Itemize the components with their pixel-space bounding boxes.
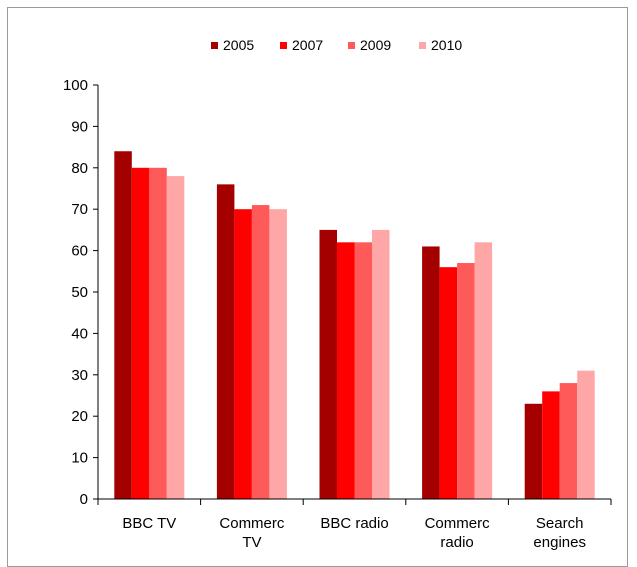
y-tick-label: 90: [71, 118, 88, 135]
legend-swatch: [211, 42, 218, 49]
legend-swatch: [348, 42, 355, 49]
bars: [114, 151, 595, 500]
bar-2007-3: [439, 267, 458, 499]
x-tick-label: BBC TV: [122, 515, 176, 532]
bar-2009-2: [354, 242, 372, 499]
bar-2009-3: [457, 263, 475, 499]
chart-frame: [7, 7, 628, 567]
bar-2005-2: [319, 229, 337, 499]
legend-label: 2005: [223, 37, 254, 53]
legend-swatch: [280, 42, 287, 49]
x-tick-label: BBC radio: [320, 515, 388, 532]
legend: 2005 2007 2009 2010: [211, 37, 462, 53]
y-tick-label: 40: [71, 325, 88, 342]
bar-2007-0: [131, 167, 150, 500]
x-tick-label: TV: [242, 534, 261, 551]
y-tick-label: 20: [71, 408, 88, 425]
y-tick-label: 30: [71, 367, 88, 384]
bar-2005-1: [216, 184, 235, 500]
x-tick-label: Search: [536, 515, 584, 532]
x-tick-label: radio: [440, 534, 473, 551]
y-tick-label: 50: [71, 284, 88, 301]
y-axis: 0 10 20 30 40 50 60 70 80 90 100: [63, 77, 99, 508]
y-tick-label: 0: [80, 491, 88, 508]
bar-2010-1: [269, 209, 287, 499]
bar-2009-1: [251, 205, 270, 499]
legend-label: 2007: [292, 37, 323, 53]
y-tick-label: 80: [71, 160, 88, 177]
x-tick-label: Commerc: [219, 515, 285, 532]
bar-2010-3: [474, 242, 493, 499]
bar-2009-0: [149, 167, 167, 500]
y-tick-label: 100: [63, 77, 88, 94]
y-tick-label: 70: [71, 201, 88, 218]
bar-2010-4: [577, 370, 595, 499]
legend-label: 2009: [360, 37, 391, 53]
y-tick-label: 60: [71, 243, 88, 260]
bar-2007-1: [234, 209, 252, 499]
y-tick-label: 10: [71, 450, 88, 467]
x-tick-label: engines: [533, 534, 586, 551]
legend-label: 2010: [431, 37, 462, 53]
x-axis: BBC TV Commerc TV BBC radio Commerc radio Sear…: [97, 498, 612, 551]
bar-2005-0: [114, 151, 132, 500]
bar-2007-2: [337, 242, 355, 499]
bar-2009-4: [559, 383, 578, 499]
bar-2010-0: [166, 176, 185, 499]
legend-swatch: [419, 42, 426, 49]
bar-2005-3: [422, 246, 440, 499]
bar-2007-4: [542, 391, 560, 499]
bar-2005-4: [524, 403, 543, 499]
bar-2010-2: [372, 229, 390, 499]
x-tick-label: Commerc: [425, 515, 491, 532]
